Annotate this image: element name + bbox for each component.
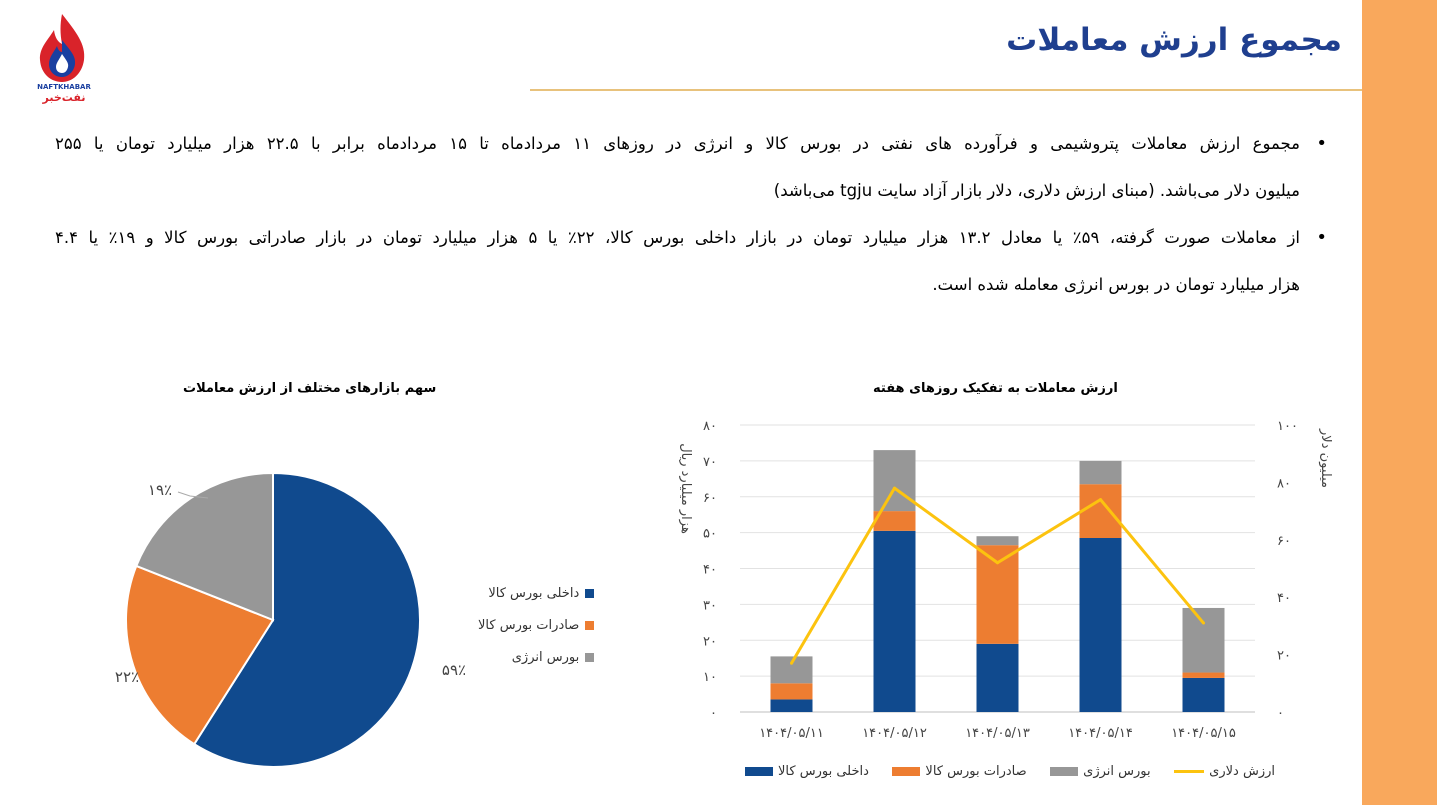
bar-legend-label: بورس انرژی	[1083, 763, 1151, 779]
bar-segment	[770, 683, 813, 700]
bar-segment	[1079, 538, 1122, 712]
legend-swatch	[892, 766, 921, 776]
bar-segment	[873, 511, 916, 531]
bullet-2-line-1: از معاملات صورت گرفته، ۵۹٪ یا معادل ۱۳.۲…	[55, 228, 1300, 247]
y-tick-label: ۸۰	[703, 419, 717, 434]
summary-bullets: • مجموع ارزش معاملات پتروشیمی و فرآورده …	[55, 120, 1327, 308]
bar-legend-label: صادرات بورس کالا	[925, 763, 1027, 779]
pie-legend-item-energy: بورس انرژی	[478, 641, 595, 673]
pie-slice	[192, 471, 421, 768]
pie-data-label: ۱۹٪	[148, 481, 172, 499]
dollar-value-point	[1202, 621, 1205, 625]
flame-logo-icon: NAFTKHABAR نفت‌خبر	[37, 14, 91, 104]
pie-legend-label: صادرات بورس کالا	[478, 617, 580, 633]
legend-swatch	[585, 620, 595, 630]
y-tick-label: ۳۰	[703, 598, 717, 613]
x-tick-label: ۱۴۰۴/۰۵/۱۵	[1171, 726, 1236, 741]
accent-side-bar	[1362, 0, 1437, 805]
y-axis-title: هزار میلیارد ریال	[678, 443, 693, 534]
x-tick-label: ۱۴۰۴/۰۵/۱۲	[862, 726, 927, 741]
bar-chart: ۰ ۱۰ ۲۰ ۳۰ ۴۰ ۵۰ ۶۰ ۷۰ ۸۰ ۰ ۲۰ ۴۰ ۶۰ ۸۰ ۱۰۰ هزار میلیار…	[678, 419, 1333, 741]
y2-axis-title: میلیون دلار	[1318, 428, 1333, 488]
pie-data-label: ۵۹٪	[442, 661, 466, 679]
y-tick-label: ۱۰	[703, 670, 717, 685]
y-tick-label: ۰	[710, 706, 717, 721]
bar-segment	[1079, 460, 1122, 485]
bar-legend-item-domestic: داخلی بورس کالا	[745, 760, 869, 782]
bar-segment	[1182, 677, 1225, 712]
x-tick-label: ۱۴۰۴/۰۵/۱۱	[759, 726, 824, 741]
pie-leader-line	[177, 491, 209, 499]
pie-legend-item-domestic: داخلی بورس کالا	[478, 577, 595, 609]
bar-legend-label: داخلی بورس کالا	[778, 763, 869, 779]
bullet-1-line-2: میلیون دلار می‌باشد. (مبنای ارزش دلاری، …	[773, 181, 1300, 200]
y-tick-label: ۷۰	[703, 455, 717, 470]
pie-chart-title: سهم بازارهای مختلف از ارزش معاملات	[183, 381, 437, 396]
bullet-dot-icon: •	[1316, 133, 1327, 154]
y-tick-label: ۴۰	[703, 563, 717, 578]
bar-segment	[976, 545, 1019, 644]
dollar-value-point	[996, 561, 999, 565]
pie-data-label: ۲۲٪	[115, 668, 139, 686]
y-tick-label: ۶۰	[703, 491, 717, 506]
pie-legend-label: بورس انرژی	[511, 649, 580, 665]
legend-swatch	[745, 766, 774, 776]
bar-legend-label: ارزش دلاری	[1209, 763, 1275, 779]
bar-legend-item-export: صادرات بورس کالا	[892, 760, 1027, 782]
pie-legend: داخلی بورس کالا صادرات بورس کالا بورس ان…	[478, 577, 595, 673]
bar-segment	[976, 536, 1019, 546]
bullet-dot-icon: •	[1316, 227, 1327, 248]
page-title: مجموع ارزش معاملات	[1006, 22, 1342, 58]
logo-fa-text: نفت‌خبر	[42, 91, 86, 104]
legend-line-swatch	[1174, 769, 1205, 773]
bar-segment	[770, 699, 813, 712]
pie-slice	[135, 471, 274, 622]
y-tick-label: ۵۰	[703, 527, 717, 542]
bullet-1-line-1: مجموع ارزش معاملات پتروشیمی و فرآورده ها…	[55, 134, 1301, 153]
bar-segment	[1182, 672, 1225, 678]
dollar-value-point	[1099, 498, 1102, 502]
bar-segment	[976, 643, 1019, 712]
bar-legend-item-energy: بورس انرژی	[1050, 760, 1151, 782]
pie-legend-item-export: صادرات بورس کالا	[478, 609, 595, 641]
y2-tick-label: ۱۰۰	[1277, 419, 1298, 434]
dollar-value-point	[790, 661, 793, 665]
pie-slice	[125, 564, 275, 746]
bar-segment	[1182, 607, 1225, 673]
y2-tick-label: ۴۰	[1277, 591, 1291, 606]
bullet-2-line-2: هزار میلیارد تومان در بورس انرژی معامله …	[932, 275, 1300, 294]
legend-swatch	[1050, 766, 1079, 776]
pie-legend-label: داخلی بورس کالا	[488, 585, 580, 601]
bar-chart-title: ارزش معاملات به تفکیک روزهای هفته	[873, 381, 1118, 396]
naftkhabar-logo: NAFTKHABAR نفت‌خبر	[24, 10, 104, 105]
bar-segment	[1079, 484, 1122, 539]
bar-segment	[873, 530, 916, 712]
dollar-value-point	[893, 486, 896, 490]
bar-legend: ارزش دلاری بورس انرژی صادرات بورس کالا د…	[745, 760, 1275, 782]
logo-latin-text: NAFTKHABAR	[37, 83, 91, 91]
title-divider	[530, 89, 1362, 91]
pie-chart: ۵۹٪ ۲۲٪ ۱۹٪	[115, 471, 466, 768]
legend-swatch	[585, 588, 595, 598]
bar-segment	[873, 450, 916, 512]
y-tick-label: ۲۰	[703, 634, 717, 649]
bullet-2: • از معاملات صورت گرفته، ۵۹٪ یا معادل ۱۳…	[55, 214, 1327, 308]
bar-legend-item-dollar: ارزش دلاری	[1174, 760, 1275, 782]
legend-swatch	[585, 652, 595, 662]
x-tick-label: ۱۴۰۴/۰۵/۱۴	[1068, 726, 1133, 741]
y2-tick-label: ۲۰	[1277, 649, 1291, 664]
bullet-1: • مجموع ارزش معاملات پتروشیمی و فرآورده …	[55, 120, 1327, 214]
y2-tick-label: ۶۰	[1277, 534, 1291, 549]
x-tick-label: ۱۴۰۴/۰۵/۱۳	[965, 726, 1030, 741]
y2-tick-label: ۰	[1277, 706, 1284, 721]
y2-tick-label: ۸۰	[1277, 476, 1291, 491]
